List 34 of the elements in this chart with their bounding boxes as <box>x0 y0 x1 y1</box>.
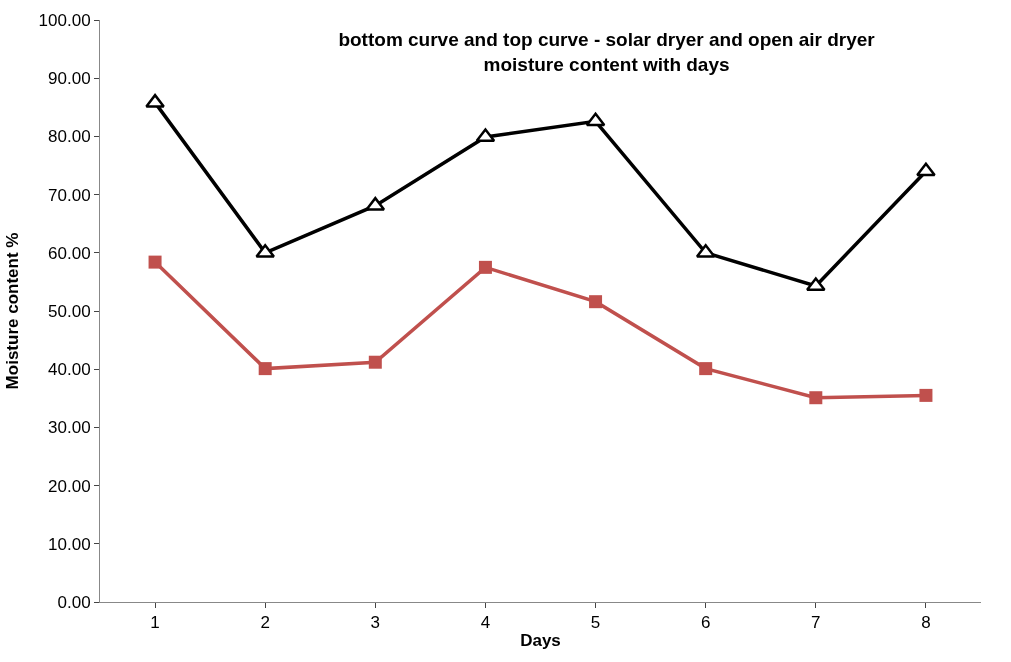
y-tick-label: 30.00 <box>48 418 91 438</box>
point <box>368 355 382 369</box>
point <box>148 255 162 269</box>
x-tick-label: 2 <box>260 613 270 633</box>
point <box>589 295 603 309</box>
y-tick-label: 0.00 <box>57 592 91 612</box>
y-tick-label: 100.00 <box>38 10 91 30</box>
point <box>919 388 933 402</box>
point <box>365 196 386 211</box>
x-tick-label: 3 <box>370 613 381 633</box>
x-tick-label: 6 <box>700 613 711 633</box>
point <box>478 260 492 274</box>
point <box>145 93 165 108</box>
x-axis-title: Days <box>520 630 561 650</box>
point <box>916 162 936 177</box>
y-tick-label: 10.00 <box>48 534 91 554</box>
x-tick-label: 8 <box>921 613 931 633</box>
point <box>699 362 713 376</box>
y-tick-label: 90.00 <box>48 69 91 89</box>
y-tick-label: 80.00 <box>48 127 91 147</box>
y-tick-label: 70.00 <box>48 185 91 205</box>
x-tick-label: 7 <box>811 613 821 633</box>
x-tick-label: 5 <box>590 613 601 633</box>
y-tick-label: 60.00 <box>48 243 91 263</box>
point <box>809 391 823 405</box>
y-tick-label: 50.00 <box>48 301 91 321</box>
point <box>585 112 606 127</box>
text: bottom curve and top curve - solar dryer and open air dryer moisture content with days <box>338 29 876 76</box>
y-tick-label: 40.00 <box>48 360 91 380</box>
y-axis-title: Moisture content % <box>3 232 23 390</box>
point <box>258 362 272 376</box>
y-tick-label: 20.00 <box>48 476 91 496</box>
x-tick-label: 4 <box>480 613 491 633</box>
x-tick-label: 1 <box>150 613 160 633</box>
